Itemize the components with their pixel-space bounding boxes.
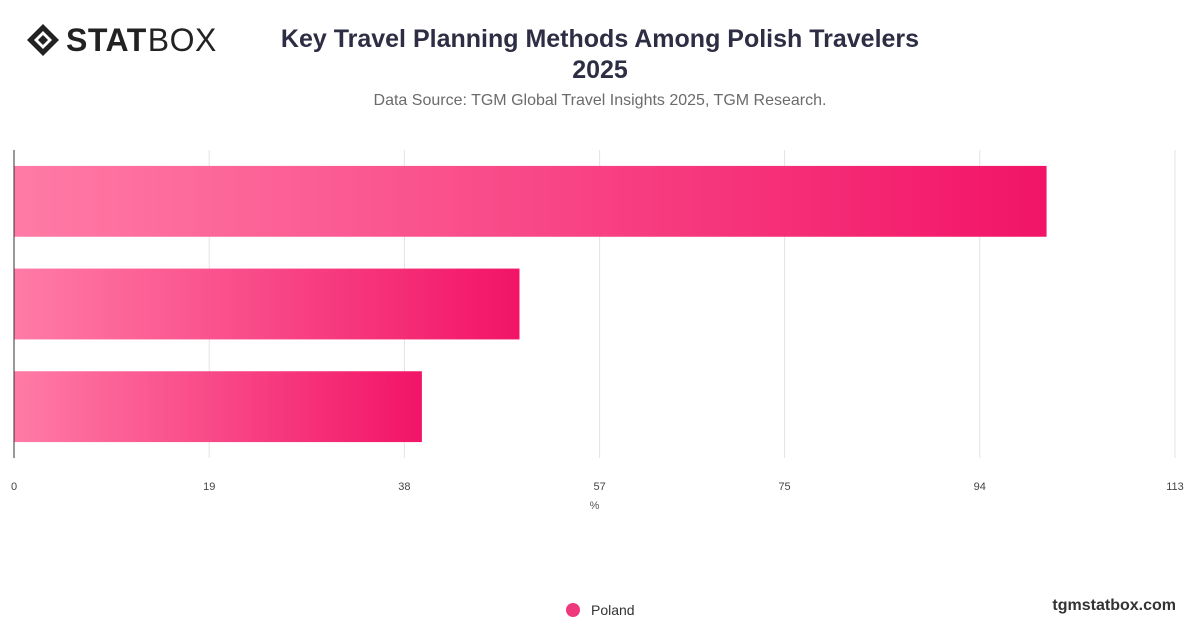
footer-site[interactable]: tgmstatbox.com (1052, 597, 1176, 614)
x-tick-label: 0 (11, 481, 17, 493)
bar-2 (14, 371, 422, 443)
legend[interactable]: Poland (566, 602, 635, 618)
chart-subtitle: Data Source: TGM Global Travel Insights … (373, 92, 827, 109)
x-axis-label: % (590, 500, 600, 512)
bar-0 (14, 165, 1047, 237)
x-tick-label: 75 (778, 481, 790, 493)
chart-title-line2: 2025 (572, 56, 628, 84)
chart-title: Key Travel Planning Methods Among Polish… (250, 24, 950, 86)
x-tick-label: 113 (1166, 481, 1184, 493)
legend-label-poland: Poland (591, 602, 635, 618)
logo-text-box: BOX (147, 22, 217, 58)
diamond-logo-icon (27, 24, 59, 56)
chart-title-line1: Key Travel Planning Methods Among Polish… (280, 25, 920, 53)
legend-marker-poland (566, 603, 580, 617)
x-tick-label: 38 (398, 481, 410, 493)
statbox-logo: STAT BOX (26, 22, 217, 58)
logo-text-stat: STAT (66, 22, 147, 58)
x-tick-label: 19 (203, 481, 215, 493)
bar-1 (14, 268, 520, 340)
x-tick-label: 94 (974, 481, 986, 493)
bar-chart: 0 19 38 57 75 94 113% (11, 150, 1184, 512)
x-tick-label: 57 (594, 481, 606, 493)
